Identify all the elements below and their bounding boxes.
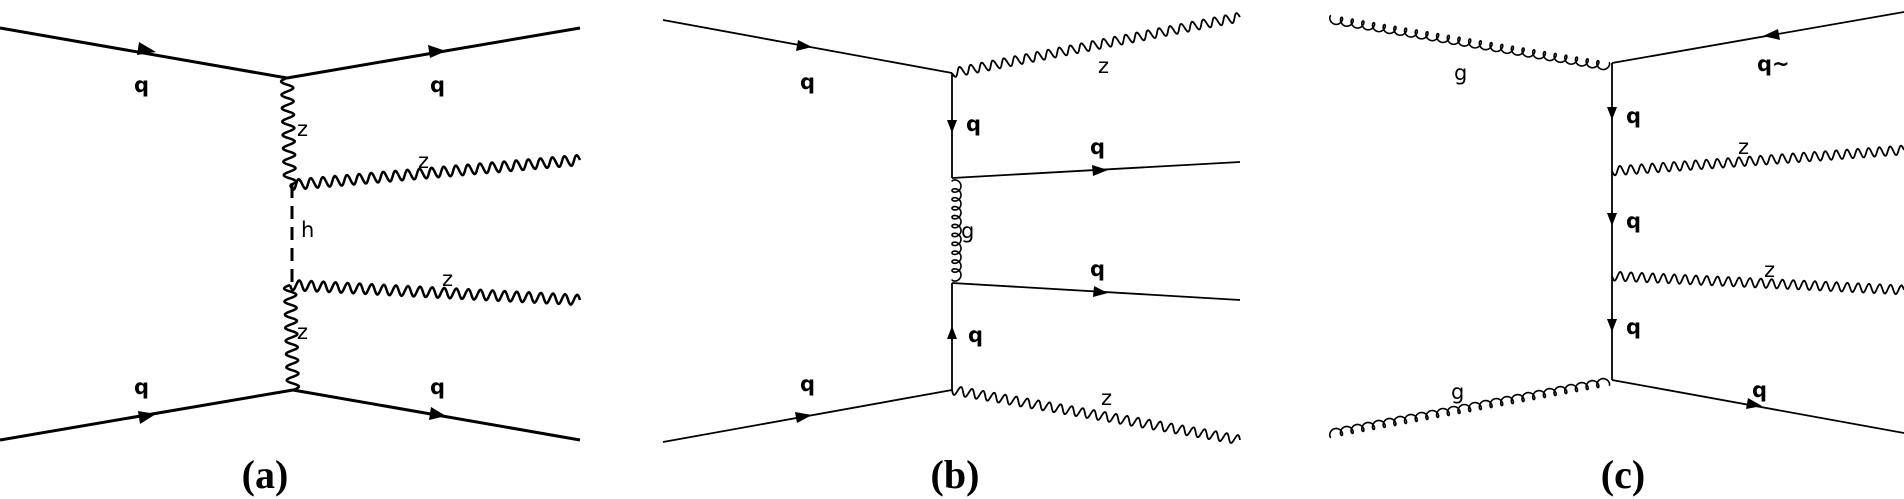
label-h: h: [301, 218, 314, 242]
arrow-prop-3: [1607, 319, 1617, 332]
gluon-propagator: [951, 179, 962, 282]
label-q-prop-bottom: q: [968, 323, 983, 347]
arrow-in-top: [796, 40, 812, 51]
z-boson-out-bottom: [951, 386, 1241, 444]
arrow-out-mid-bottom: [1093, 286, 1108, 297]
arrow-out-top: [428, 45, 446, 58]
label-z-out-top: z: [418, 149, 429, 173]
antiquark-line-out-top: [1611, 11, 1904, 64]
arrow-prop-2: [1607, 213, 1617, 226]
label-z-out-1: z: [1738, 135, 1749, 159]
label-z-out-bottom: z: [1101, 386, 1112, 410]
label-q-prop-3: q: [1626, 315, 1641, 339]
z-boson-out-2: [1611, 270, 1904, 296]
arrow-prop-top: [947, 120, 957, 133]
diagram-b: q z q q g q q q z (b): [662, 12, 1241, 497]
label-g-in-bottom: g: [1451, 380, 1464, 404]
label-q-in-bottom: q: [134, 375, 149, 399]
gluon-in-top: [1329, 14, 1611, 71]
z-boson-out-top: [951, 12, 1241, 78]
label-z-prop-top: z: [297, 117, 308, 141]
label-q-prop-1: q: [1626, 104, 1641, 128]
label-q-out-bottom: q: [430, 375, 445, 399]
arrow-out-mid-top: [1092, 165, 1108, 176]
caption-a: (a): [242, 452, 289, 497]
label-q-prop-2: q: [1626, 209, 1641, 233]
label-q-out-mid-bottom: q: [1090, 257, 1105, 281]
z-boson-out-bottom: [288, 279, 582, 306]
diagram-c: g q~ q z q z q g q (c): [1328, 11, 1904, 497]
label-z-prop-bottom: z: [297, 320, 308, 344]
z-boson-out-1: [1611, 144, 1904, 177]
label-g: g: [961, 219, 974, 243]
caption-c: (c): [1601, 452, 1645, 497]
label-q-out-mid-top: q: [1090, 135, 1105, 159]
label-z-out-top: z: [1098, 54, 1109, 78]
arrow-out-bottom: [1746, 398, 1762, 409]
label-q-prop-top: q: [966, 112, 981, 136]
label-q-out-bottom: q: [1752, 378, 1767, 402]
label-q-in-bottom: q: [800, 372, 815, 396]
arrow-in-top: [137, 42, 156, 55]
z-boson-out-top: [288, 153, 582, 192]
arrow-out-top: [1763, 29, 1780, 40]
gluon-in-bottom: [1328, 377, 1611, 439]
arrow-out-bottom: [429, 407, 446, 420]
z-propagator-bottom: [282, 283, 301, 392]
arrow-in-bottom: [138, 411, 156, 424]
arrow-prop-1: [1607, 107, 1617, 120]
label-z-out-2: z: [1764, 258, 1775, 282]
arrow-prop-bottom: [947, 326, 957, 339]
label-q-in-top: q: [800, 70, 815, 94]
label-g-in-top: g: [1454, 61, 1467, 85]
label-q-out-top: q~: [1757, 52, 1790, 76]
caption-b: (b): [931, 452, 980, 497]
label-q-in-top: q: [134, 73, 149, 97]
label-z-out-bottom: z: [442, 267, 453, 291]
z-propagator-top: [279, 76, 298, 187]
arrow-in-bottom: [795, 412, 812, 423]
diagram-a: q q z z h z z q q (a): [0, 26, 582, 497]
label-q-out-top: q: [430, 73, 445, 97]
